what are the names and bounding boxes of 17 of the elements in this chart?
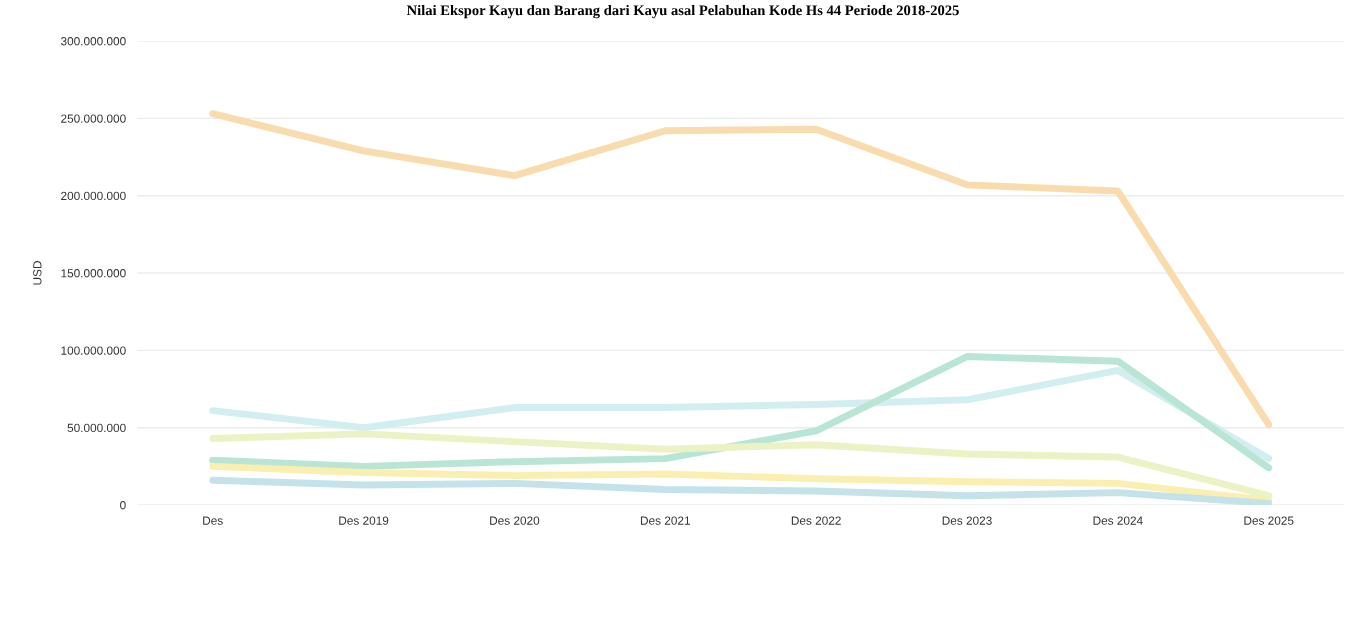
x-tick-label: Des 2020 [490,516,540,525]
y-tick-label: 200.000.000 [61,191,126,201]
y-tick-label: 100.000.000 [61,346,126,355]
x-tick-label: Des 2025 [1244,516,1294,525]
y-axis-title: USD [33,261,42,285]
x-tick-label: Des 2021 [640,516,690,525]
x-tick-label: Des [203,516,223,525]
y-tick-label: 250.000.000 [61,114,126,123]
x-tick-label: Des 2019 [339,516,389,525]
chart-title: Nilai Ekspor Kayu dan Barang dari Kayu asal Pelabuhan Kode Hs 44 Periode 2018-2025 [406,4,959,19]
y-tick-label: 150.000.000 [61,269,126,278]
y-tick-label: 50.000.000 [67,423,126,433]
x-tick-label: Des 2023 [942,516,992,525]
y-tick-label: 300.000.000 [60,37,126,46]
x-tick-label: Des 2024 [1093,516,1143,525]
x-tick-label: Des 2022 [791,516,841,525]
y-tick-label: 0 [120,501,126,510]
